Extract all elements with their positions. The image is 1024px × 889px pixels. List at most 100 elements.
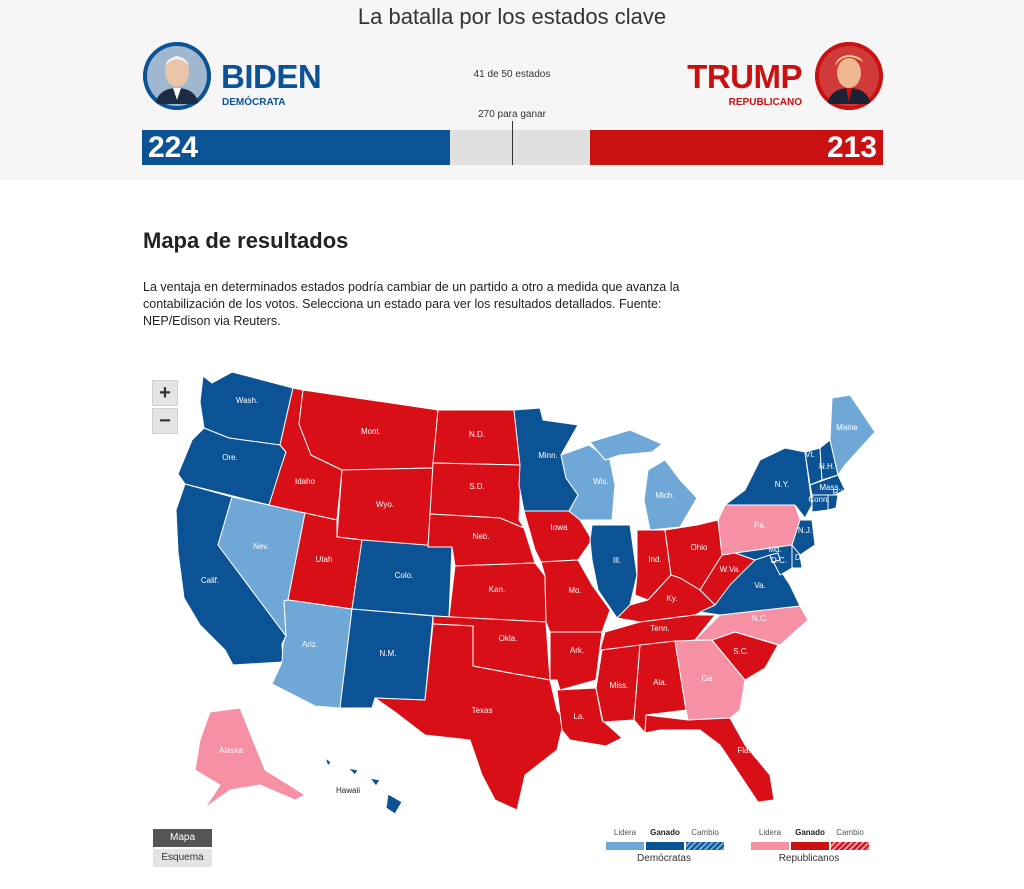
- state-label-or: Ore.: [222, 453, 238, 462]
- state-labels: Wash. Ore. Calif. Nev. Idaho Mont. Wyo. Utah Ari…: [201, 396, 859, 795]
- state-label-fl: Fla.: [737, 746, 750, 755]
- state-me[interactable]: [829, 394, 876, 476]
- state-label-ar: Ark.: [570, 646, 584, 655]
- state-label-ma: Mass.: [819, 483, 840, 492]
- state-mi-upper[interactable]: [589, 429, 663, 461]
- state-nm[interactable]: [339, 608, 434, 709]
- legend-dem-flip: Cambio: [691, 828, 719, 837]
- legend-rep-flip: Cambio: [836, 828, 864, 837]
- legend-dem-name: Demócratas: [637, 853, 691, 864]
- state-label-nd: N.D.: [469, 430, 485, 439]
- state-label-ri: R.I.: [833, 488, 845, 497]
- electoral-vote-bar: 224 213: [142, 121, 883, 165]
- state-label-nh: N.H.: [819, 462, 835, 471]
- legend-dem-won: Ganado: [650, 828, 680, 837]
- state-label-nc: N.C.: [752, 614, 768, 623]
- state-tn[interactable]: [599, 614, 716, 651]
- zoom-in-button[interactable]: +: [152, 380, 178, 406]
- state-dc[interactable]: [769, 552, 781, 563]
- legend-dem-won-swatch: [646, 842, 684, 850]
- state-ri[interactable]: [827, 494, 839, 511]
- legend-rep-name: Republicanos: [778, 853, 840, 864]
- state-label-nm: N.M.: [380, 649, 397, 658]
- state-label-mt: Mont.: [361, 427, 381, 436]
- state-label-sd: S.D.: [469, 482, 485, 491]
- state-label-az: Ariz.: [302, 640, 318, 649]
- state-label-ny: N.Y.: [775, 480, 790, 489]
- state-label-id: Idaho: [295, 477, 316, 486]
- legend-rep-won-swatch: [791, 842, 829, 850]
- results-header: La batalla por los estados clave BIDEN D…: [0, 0, 1024, 180]
- state-label-in: Ind.: [648, 555, 661, 564]
- section-title: Mapa de resultados: [143, 228, 349, 253]
- legend-rep-flip-swatch: [831, 842, 869, 850]
- state-tx[interactable]: [374, 623, 565, 811]
- page-title: La batalla por los estados clave: [357, 4, 667, 29]
- state-mi[interactable]: [643, 459, 698, 531]
- legend-democrats: Lidera Ganado Cambio Demócratas: [604, 828, 724, 864]
- state-label-wi: Wis.: [593, 477, 609, 486]
- legend-dem-lead-swatch: [606, 842, 644, 850]
- state-ms[interactable]: [595, 644, 641, 723]
- legend-dem-lead: Lidera: [613, 828, 637, 837]
- state-label-mn: Minn.: [538, 451, 558, 460]
- legend-rep-won: Ganado: [795, 828, 825, 837]
- legend-rep-lead: Lidera: [758, 828, 782, 837]
- zoom-out-button[interactable]: −: [152, 408, 178, 434]
- state-label-ks: Kan.: [489, 585, 505, 594]
- state-nj[interactable]: [791, 519, 816, 556]
- state-label-al: Ala.: [653, 678, 667, 687]
- state-fl[interactable]: [644, 714, 775, 803]
- state-label-ne: Neb.: [473, 532, 490, 541]
- state-hi[interactable]: [324, 757, 403, 815]
- state-label-ca: Calif.: [201, 576, 219, 585]
- state-label-ky: Ky.: [667, 594, 678, 603]
- state-label-va: Va.: [754, 581, 765, 590]
- state-label-mo: Mo.: [568, 586, 581, 595]
- state-label-ct: Conn.: [808, 495, 829, 504]
- legend-dem-flip-swatch: [686, 842, 724, 850]
- trump-party: REPUBLICANO: [728, 97, 802, 108]
- trump-avatar: [815, 42, 883, 110]
- biden-votes: 224: [148, 131, 199, 164]
- results-map: Wash. Ore. Calif. Nev. Idaho Mont. Wyo. Utah Ari…: [175, 371, 876, 815]
- state-label-nj: N.J.: [798, 526, 812, 535]
- state-ar[interactable]: [549, 631, 603, 691]
- state-md[interactable]: [734, 544, 793, 576]
- state-label-tx: Texas: [472, 706, 493, 715]
- state-label-tn: Tenn.: [650, 624, 670, 633]
- state-ak[interactable]: [194, 707, 306, 809]
- trump-vote-bar: 213: [590, 130, 883, 165]
- state-label-md: Md.: [768, 545, 781, 554]
- state-label-ut: Utah: [316, 555, 333, 564]
- state-label-ak: Alaska: [219, 746, 244, 755]
- state-label-la: La.: [573, 712, 584, 721]
- biden-avatar: [143, 42, 211, 110]
- state-label-mi: Mich.: [655, 491, 674, 500]
- biden-name: BIDEN: [221, 58, 322, 95]
- state-label-co: Colo.: [395, 571, 414, 580]
- state-label-ia: Iowa: [551, 523, 568, 532]
- state-label-sc: S.C.: [733, 647, 749, 656]
- section-description: La ventaja en determinados estados podrí…: [143, 280, 680, 328]
- win-threshold-marker: [512, 121, 513, 165]
- legend-republicans: Lidera Ganado Cambio Republicanos: [749, 828, 869, 864]
- state-label-nv: Nev.: [253, 542, 269, 551]
- trump-name: TRUMP: [687, 58, 802, 95]
- state-label-de: Del.: [795, 553, 809, 562]
- trump-votes: 213: [826, 131, 877, 164]
- schema-view-button[interactable]: Esquema: [153, 849, 212, 867]
- state-label-dc: D.C.: [771, 556, 787, 565]
- state-label-me: Maine: [836, 423, 858, 432]
- state-label-ms: Miss.: [610, 681, 629, 690]
- state-ma[interactable]: [809, 474, 846, 496]
- states-count: 41 de 50 estados: [473, 69, 551, 80]
- state-label-wy: Wyo.: [376, 500, 394, 509]
- state-label-vt: Vt.: [805, 450, 815, 459]
- state-label-wv: W.Va.: [720, 565, 741, 574]
- map-view-button[interactable]: Mapa: [153, 829, 212, 847]
- state-label-ok: Okla.: [499, 634, 518, 643]
- legend-rep-lead-swatch: [751, 842, 789, 850]
- state-label-pa: Pa.: [754, 521, 766, 530]
- state-label-hi: Hawaii: [336, 786, 360, 795]
